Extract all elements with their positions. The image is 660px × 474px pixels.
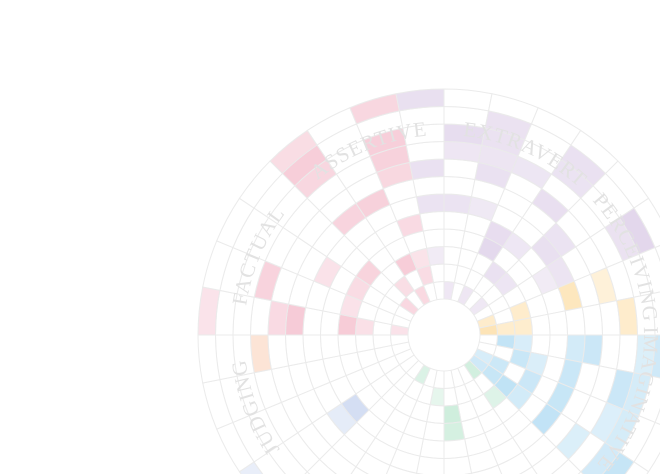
wheel-cell bbox=[337, 334, 358, 357]
wheel-cell bbox=[443, 404, 462, 425]
wheel-cell bbox=[422, 228, 445, 249]
wheel-cells bbox=[197, 88, 660, 474]
wheel-cell bbox=[419, 210, 445, 232]
wheel-cell bbox=[650, 334, 660, 379]
wheel-cell bbox=[419, 438, 445, 460]
wheel-cell bbox=[415, 455, 445, 474]
wheel-cell bbox=[564, 334, 586, 364]
wheel-cell bbox=[470, 464, 503, 474]
wheel-cell bbox=[319, 310, 341, 336]
wheel-cell bbox=[654, 244, 660, 263]
wheel-cell bbox=[284, 303, 307, 336]
wheel-cell bbox=[564, 306, 586, 336]
wheel-cell bbox=[547, 310, 569, 336]
wheel-cell bbox=[519, 466, 538, 474]
wheel-cell bbox=[513, 317, 534, 336]
wheel-cell bbox=[530, 313, 551, 336]
wheel-cell bbox=[319, 334, 341, 360]
wheel-cell bbox=[443, 175, 476, 198]
wheel-cell bbox=[443, 193, 473, 215]
wheel-cell bbox=[412, 175, 445, 198]
wheel-cell bbox=[443, 421, 466, 442]
wheel-cell bbox=[577, 471, 584, 474]
wheel-cell bbox=[426, 245, 445, 266]
wheel-cell bbox=[302, 334, 324, 364]
wheel-cell bbox=[302, 306, 324, 336]
wheel-cell bbox=[624, 461, 650, 474]
wheel-cell bbox=[354, 334, 375, 353]
wheel-cell bbox=[633, 197, 660, 249]
wheel-cell bbox=[581, 303, 604, 336]
wheel-cell bbox=[654, 407, 660, 426]
wheel-cell bbox=[415, 193, 445, 215]
wheel-cell bbox=[267, 300, 290, 336]
wheel-cell bbox=[650, 291, 660, 336]
wheel-cell bbox=[284, 334, 307, 367]
wheel-cell bbox=[443, 210, 469, 232]
wheel-cell bbox=[267, 334, 290, 370]
wheel-cell bbox=[385, 464, 418, 474]
wheel-cell bbox=[409, 158, 445, 181]
wheel-cell bbox=[598, 334, 621, 370]
wheel-cell bbox=[443, 438, 469, 460]
wheel-cell bbox=[551, 458, 582, 474]
wheel-cell bbox=[443, 158, 479, 181]
wheel-cell bbox=[598, 300, 621, 336]
wheel-cell bbox=[581, 334, 604, 367]
wheel-cell bbox=[547, 334, 569, 360]
wheel-cell bbox=[443, 455, 473, 474]
